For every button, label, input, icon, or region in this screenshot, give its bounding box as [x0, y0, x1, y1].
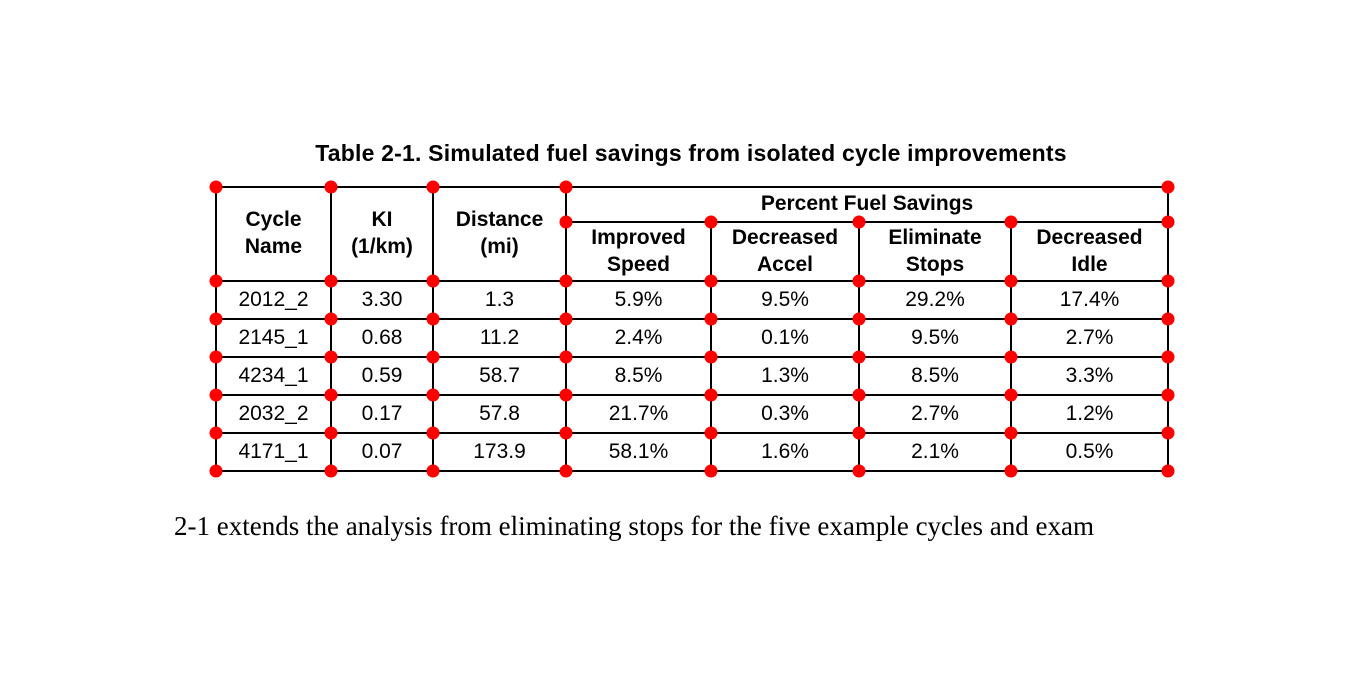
body-text-line: e 2-1 extends the analysis from eliminati… [158, 511, 1094, 542]
subheader-improved-speed: Improved Speed [565, 221, 712, 282]
cell-distance: 11.2 [432, 318, 567, 358]
cell-decreased-idle: 17.4% [1009, 280, 1170, 320]
cell-cycle-name: 4234_1 [215, 356, 332, 396]
cell-decreased-idle: 2.7% [1009, 318, 1170, 358]
clipped-character-fragment: e [158, 511, 164, 542]
cell-eliminate-stops: 29.2% [858, 280, 1012, 320]
cell-eliminate-stops: 2.7% [858, 394, 1012, 434]
cell-cycle-name: 2012_2 [215, 280, 332, 320]
cell-decreased-accel: 1.3% [710, 356, 860, 396]
cell-ki: 3.30 [330, 280, 434, 320]
cell-improved-speed: 8.5% [565, 356, 712, 396]
table-row: 2012_2 3.30 1.3 5.9% 9.5% 29.2% 17.4% [215, 280, 1170, 320]
cell-decreased-accel: 1.6% [710, 432, 860, 472]
subheader-decreased-accel: Decreased Accel [710, 221, 860, 282]
table-row: 2145_1 0.68 11.2 2.4% 0.1% 9.5% 2.7% [215, 318, 1170, 358]
fuel-table: Cycle Name KI (1/km) Distance (mi) Perce… [215, 186, 1170, 472]
cell-cycle-name: 4171_1 [215, 432, 332, 472]
cell-decreased-accel: 0.3% [710, 394, 860, 434]
cell-improved-speed: 2.4% [565, 318, 712, 358]
body-text: 2-1 extends the analysis from eliminatin… [174, 511, 1094, 541]
cell-decreased-idle: 1.2% [1009, 394, 1170, 434]
cell-decreased-accel: 9.5% [710, 280, 860, 320]
cell-decreased-accel: 0.1% [710, 318, 860, 358]
cell-ki: 0.59 [330, 356, 434, 396]
cell-ki: 0.17 [330, 394, 434, 434]
table-row: 4171_1 0.07 173.9 58.1% 1.6% 2.1% 0.5% [215, 432, 1170, 472]
table-caption: Table 2-1. Simulated fuel savings from i… [315, 140, 1067, 166]
cell-eliminate-stops: 2.1% [858, 432, 1012, 472]
table-row: 2032_2 0.17 57.8 21.7% 0.3% 2.7% 1.2% [215, 394, 1170, 434]
cell-improved-speed: 58.1% [565, 432, 712, 472]
cell-improved-speed: 5.9% [565, 280, 712, 320]
cell-decreased-idle: 0.5% [1009, 432, 1170, 472]
cell-eliminate-stops: 9.5% [858, 318, 1012, 358]
cell-distance: 58.7 [432, 356, 567, 396]
cell-eliminate-stops: 8.5% [858, 356, 1012, 396]
header-percent-fuel-savings: Percent Fuel Savings [564, 186, 1170, 223]
cell-improved-speed: 21.7% [565, 394, 712, 434]
header-cycle-name: Cycle Name [215, 186, 332, 282]
cell-decreased-idle: 3.3% [1009, 356, 1170, 396]
cell-cycle-name: 2032_2 [215, 394, 332, 434]
cell-distance: 173.9 [432, 432, 567, 472]
table-row: 4234_1 0.59 58.7 8.5% 1.3% 8.5% 3.3% [215, 356, 1170, 396]
cell-cycle-name: 2145_1 [215, 318, 332, 358]
header-distance: Distance (mi) [432, 186, 567, 282]
subheader-decreased-idle: Decreased Idle [1009, 221, 1170, 282]
cell-ki: 0.07 [330, 432, 434, 472]
cell-distance: 1.3 [432, 280, 567, 320]
cell-ki: 0.68 [330, 318, 434, 358]
header-ki: KI (1/km) [330, 186, 434, 282]
subheader-eliminate-stops: Eliminate Stops [858, 221, 1012, 282]
cell-distance: 57.8 [432, 394, 567, 434]
